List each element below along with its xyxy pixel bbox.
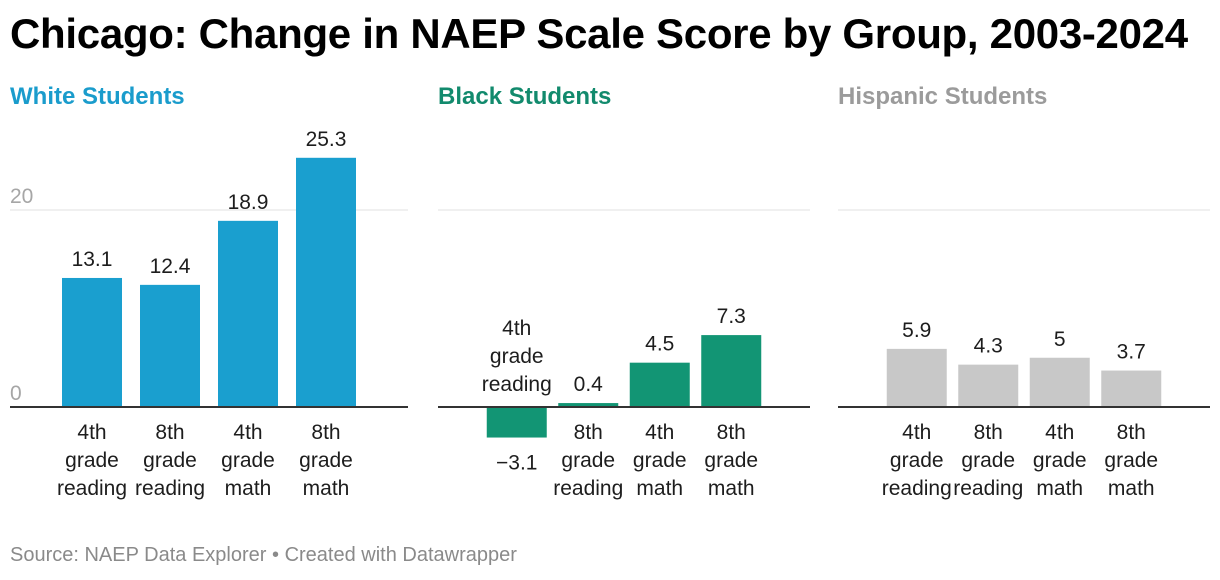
footer-separator: •	[271, 544, 279, 566]
category-label: 8th grade math	[1104, 421, 1158, 500]
bar	[629, 362, 690, 407]
credit-text: Created with Datawrapper	[284, 544, 517, 566]
bar	[558, 403, 619, 407]
value-label: −3.1	[496, 452, 537, 475]
category-label: 8th grade reading	[135, 421, 205, 500]
bar	[701, 335, 762, 407]
value-label: 25.3	[306, 128, 347, 151]
category-label: 4th grade math	[221, 421, 275, 500]
value-label: 12.4	[150, 255, 191, 278]
category-label: 4th grade reading	[882, 421, 952, 500]
value-label: 4.3	[974, 335, 1003, 358]
category-label: 8th grade reading	[953, 421, 1023, 500]
bar	[486, 407, 547, 438]
value-label: 5	[1054, 328, 1066, 351]
value-label: 7.3	[717, 305, 746, 328]
y-tick-label: 0	[10, 382, 22, 405]
chart-title: Chicago: Change in NAEP Scale Score by G…	[10, 10, 1188, 57]
value-label: 4.5	[645, 333, 674, 356]
category-label: 8th grade math	[704, 421, 758, 500]
value-label: 3.7	[1117, 341, 1146, 364]
value-label: 13.1	[72, 248, 113, 271]
panel-2: Black Students −3.1 4th grade reading 0.4 8th g…	[438, 83, 810, 500]
bar	[958, 364, 1019, 407]
panel-title: White Students	[10, 83, 185, 110]
category-label: 4th grade reading	[57, 421, 127, 500]
category-label: 4th grade reading	[482, 317, 552, 396]
bar	[140, 284, 200, 407]
category-label: 8th grade reading	[553, 421, 623, 500]
panel-title: Black Students	[438, 83, 611, 110]
category-label: 4th grade math	[1033, 421, 1087, 500]
category-label: 4th grade math	[633, 421, 687, 500]
bar	[218, 220, 278, 407]
panel-3: Hispanic Students 5.9 4th grade reading 4.3 8t…	[838, 83, 1210, 500]
y-tick-label: 20	[10, 185, 33, 208]
bar	[296, 157, 356, 407]
panel-1: White Students 0 20 13.1 4th grade reading 12.4…	[10, 83, 408, 500]
value-label: 0.4	[574, 373, 604, 396]
bar	[1029, 357, 1090, 407]
panel-title: Hispanic Students	[838, 83, 1047, 110]
bar	[886, 348, 947, 407]
source-footer: Source: NAEP Data Explorer • Created wit…	[10, 544, 517, 567]
bar	[62, 277, 122, 407]
category-label: 8th grade math	[299, 421, 353, 500]
bar	[1101, 370, 1162, 407]
source-text: Source: NAEP Data Explorer	[10, 544, 267, 566]
value-label: 18.9	[228, 191, 269, 214]
value-label: 5.9	[902, 319, 931, 342]
